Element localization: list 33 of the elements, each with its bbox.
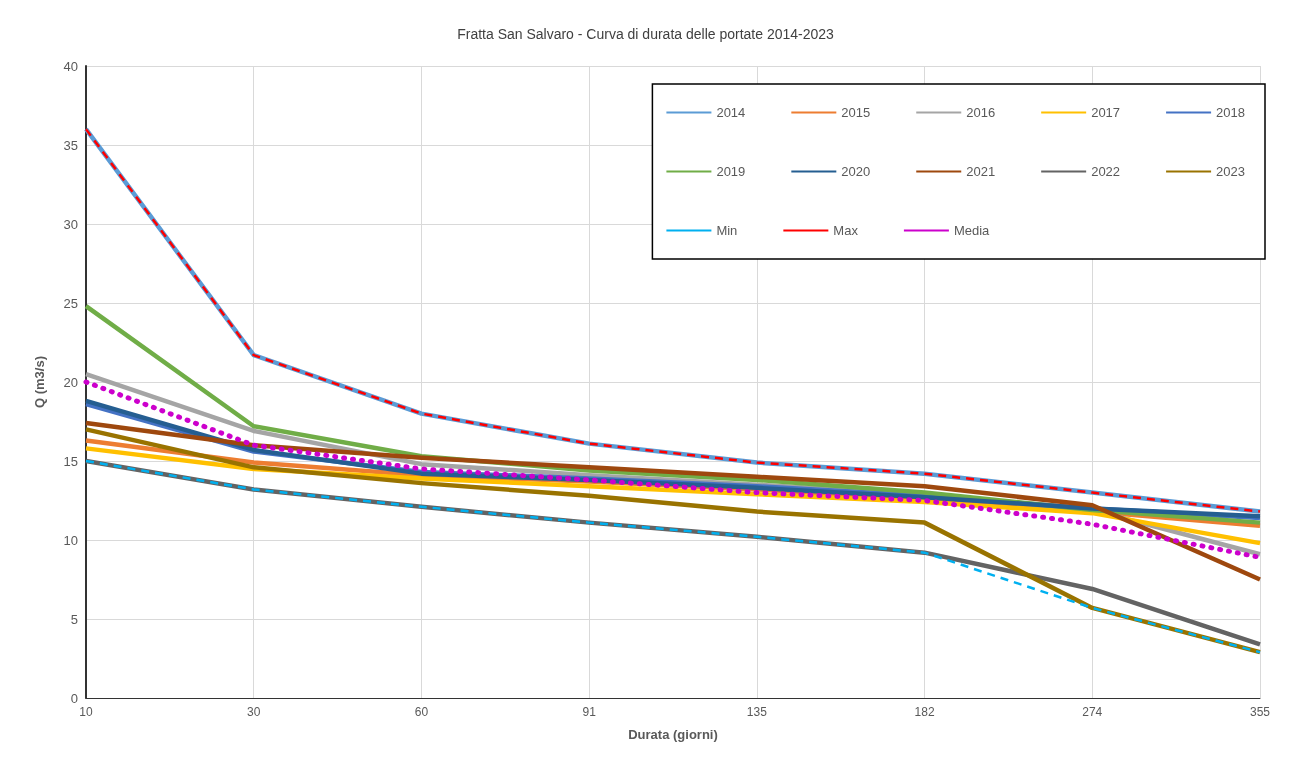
y-tick-label: 5 bbox=[70, 611, 78, 627]
x-tick-label: 91 bbox=[582, 705, 597, 719]
y-tick-label: 0 bbox=[70, 690, 78, 706]
y-tick-label: 25 bbox=[63, 295, 78, 311]
legend-label: 2016 bbox=[966, 105, 996, 120]
legend-label: Min bbox=[716, 223, 738, 238]
x-tick-label: 60 bbox=[414, 705, 429, 719]
legend-label: 2022 bbox=[1091, 164, 1121, 179]
legend-label: Max bbox=[833, 223, 859, 238]
x-tick-label: 274 bbox=[1082, 705, 1103, 719]
x-tick-label: 135 bbox=[746, 705, 768, 719]
legend-label: 2021 bbox=[966, 164, 996, 179]
x-axis-title: Durata (giorni) bbox=[628, 727, 718, 742]
legend-label: 2018 bbox=[1216, 105, 1245, 120]
y-tick-label: 15 bbox=[63, 453, 78, 469]
x-tick-label: 10 bbox=[79, 705, 93, 719]
y-tick-label: 20 bbox=[63, 374, 78, 390]
y-tick-label: 40 bbox=[63, 58, 78, 74]
legend-label: 2023 bbox=[1216, 164, 1245, 179]
legend-label: 2019 bbox=[716, 164, 746, 179]
legend-label: 2014 bbox=[716, 105, 746, 120]
y-tick-label: 10 bbox=[63, 532, 78, 548]
legend-label: 2017 bbox=[1091, 105, 1121, 120]
x-tick-label: 355 bbox=[1249, 705, 1271, 719]
y-tick-label: 30 bbox=[63, 216, 78, 232]
y-axis-title: Q (m3/s) bbox=[32, 355, 47, 409]
legend-label: 2015 bbox=[841, 105, 871, 120]
legend-label: 2020 bbox=[841, 164, 871, 179]
x-tick-label: 30 bbox=[247, 705, 261, 719]
y-tick-label: 35 bbox=[63, 137, 78, 153]
x-tick-label: 182 bbox=[914, 705, 935, 719]
chart-title: Fratta San Salvaro - Curva di durata delle portate 2014-2023 bbox=[457, 26, 835, 42]
legend-label: Media bbox=[953, 223, 991, 238]
